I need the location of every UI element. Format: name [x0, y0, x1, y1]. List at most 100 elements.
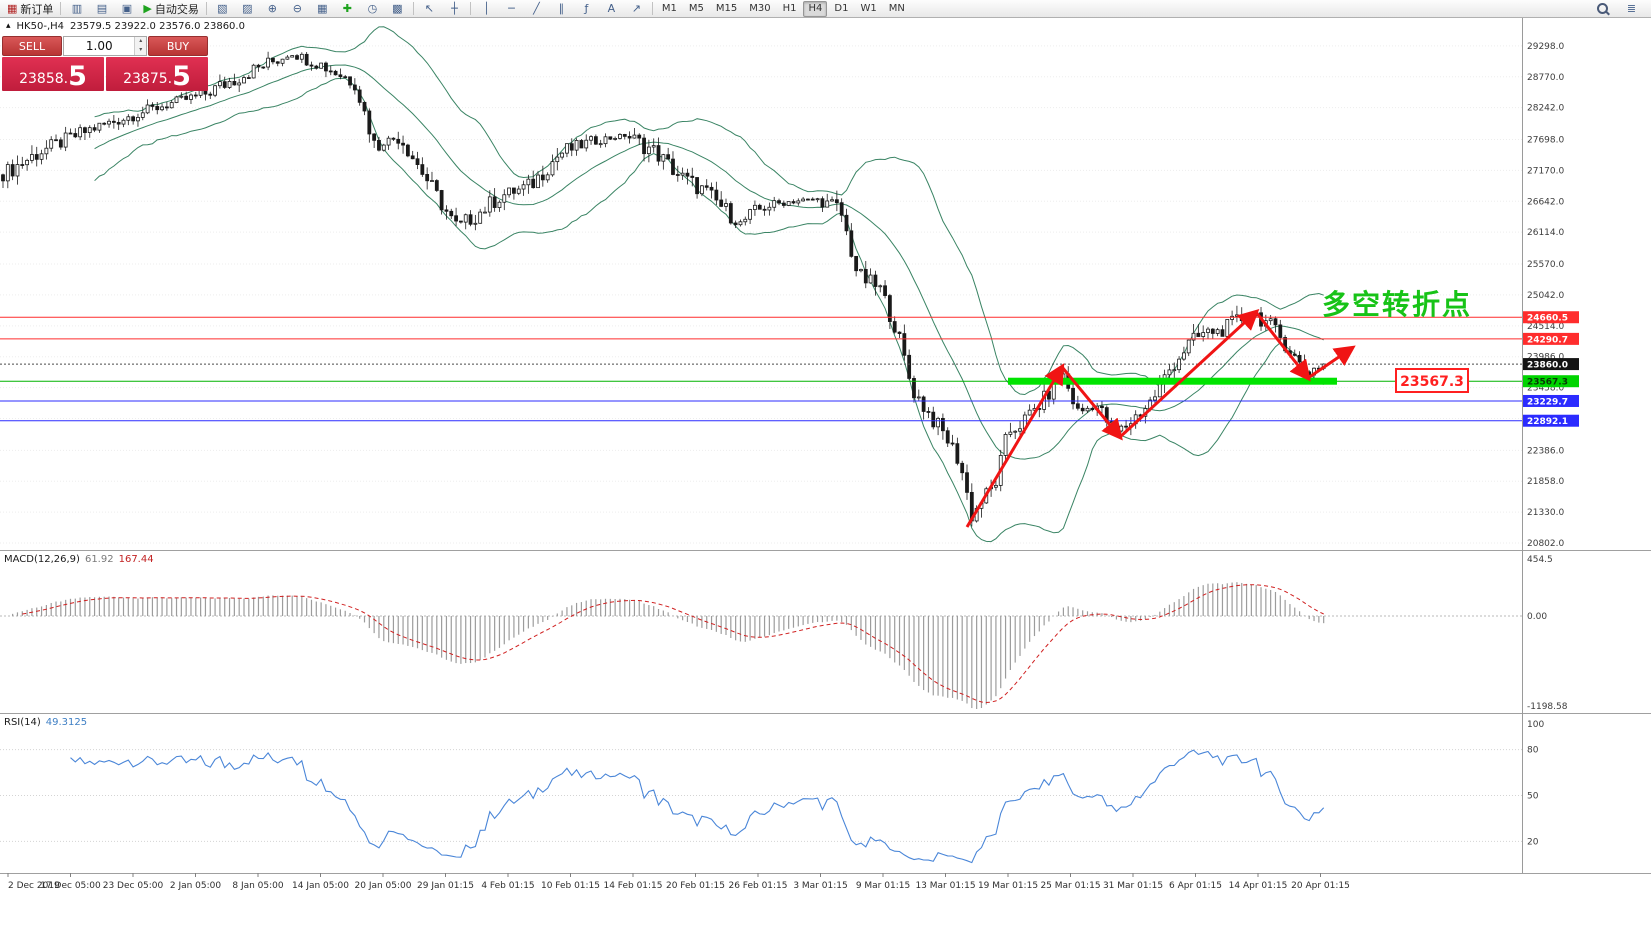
chart-area[interactable]: 多空转折点 23567.3 29298.0 28770.0 28242.0 27698.0… [0, 18, 1651, 941]
macd-signal-value: 167.44 [118, 554, 154, 565]
market-watch-icon: ▣ [121, 2, 133, 15]
text-icon: A [607, 2, 616, 15]
grid-button[interactable]: ▦ [310, 0, 335, 17]
search-button[interactable] [1590, 0, 1615, 17]
zoom-in-button[interactable]: ⊕ [260, 0, 285, 17]
trend-arrow-2[interactable] [1060, 366, 1123, 441]
tile-windows-button[interactable]: ▨ [235, 0, 260, 17]
fibonacci-button[interactable]: ƒ [574, 0, 599, 17]
horizontal-line-button[interactable]: ─ [499, 0, 524, 17]
grid-icon: ▦ [317, 2, 328, 15]
time-label: 9 Mar 01:15 [856, 881, 910, 891]
price-tick-label: 23986.0 [1527, 353, 1564, 363]
volume-box: ▴ ▾ [63, 36, 147, 56]
trend-arrow-4[interactable] [1254, 311, 1311, 382]
time-label: 2 Jan 05:00 [170, 881, 222, 891]
macd-axis-bottom: -1198.58 [1527, 702, 1568, 712]
macd-signal-line [22, 584, 1324, 704]
volume-input[interactable] [64, 37, 135, 55]
turning-point-annotation[interactable]: 多空转折点 [1322, 288, 1472, 321]
svg-text:22892.1: 22892.1 [1527, 417, 1568, 427]
time-label: 4 Feb 01:15 [481, 881, 534, 891]
time-label: 26 Feb 01:15 [728, 881, 787, 891]
time-label: 10 Feb 01:15 [541, 881, 600, 891]
timeframe-m5[interactable]: M5 [688, 3, 704, 14]
charts-icon: ▥ [71, 2, 83, 15]
new-order-icon: ▦ [7, 2, 18, 15]
macd-indicator-label: MACD(12,26,9) 61.92 167.44 [4, 554, 154, 565]
sell-button[interactable]: SELL [2, 36, 62, 56]
bollinger-bands [94, 26, 1324, 543]
price-tick-label: 28770.0 [1527, 73, 1564, 83]
buy-price-tile[interactable]: 23875. 5 [106, 57, 208, 91]
timeframe-m15[interactable]: M15 [715, 3, 738, 14]
tile-windows-icon: ▨ [242, 2, 253, 15]
toolbar: ▦ 新订单 ▥ ▤ ▣ ▶ 自动交易 ▧ ▨ ⊕ ⊖ ▦ ✚ ◷ ▩ ↖ ┼ │ ─ ╱ ∥ ƒ A ↗ M1 M5 M15 M30… [0, 0, 1651, 18]
trendline-button[interactable]: ╱ [524, 0, 549, 17]
sell-price-tile[interactable]: 23858. 5 [2, 57, 104, 91]
buy-button[interactable]: BUY [148, 36, 208, 56]
indicators-button[interactable]: ✚ [335, 0, 360, 17]
cursor-icon: ↖ [424, 2, 434, 15]
templates-button[interactable]: ▩ [385, 0, 410, 17]
timeframe-h4[interactable]: H4 [803, 0, 828, 17]
price-tag-22892.1: 22892.1 [1523, 414, 1579, 427]
cursor-button[interactable]: ↖ [417, 0, 442, 17]
trend-arrow-3[interactable] [1118, 308, 1260, 439]
arrow-object-button[interactable]: ↗ [624, 0, 649, 17]
new-order-button[interactable]: ▦ 新订单 [3, 0, 57, 17]
profiles-button[interactable]: ▤ [89, 0, 114, 17]
svg-text:24660.5: 24660.5 [1527, 314, 1568, 324]
price-tick-label: 27170.0 [1527, 166, 1564, 176]
price-callout[interactable]: 23567.3 [1395, 368, 1469, 393]
sell-price-big-digit: 5 [68, 61, 87, 93]
timeframe-h1[interactable]: H1 [782, 3, 797, 14]
text-button[interactable]: A [599, 0, 624, 17]
toolbar-separator [205, 2, 207, 15]
macd-axis-zero: 0.00 [1527, 612, 1547, 622]
timeframe-d1[interactable]: D1 [834, 3, 849, 14]
toolbar-right: ≣ [1590, 0, 1648, 17]
svg-text:24290.7: 24290.7 [1527, 335, 1568, 345]
autotrade-button[interactable]: ▶ 自动交易 [139, 0, 202, 17]
volume-increase-button[interactable]: ▴ [135, 37, 146, 46]
zoom-out-button[interactable]: ⊖ [285, 0, 310, 17]
time-label: 8 Jan 05:00 [232, 881, 284, 891]
time-label: 23 Dec 05:00 [103, 881, 164, 891]
time-label: 20 Jan 05:00 [355, 881, 412, 891]
trend-arrow-5[interactable] [1307, 345, 1356, 380]
timeframe-w1[interactable]: W1 [860, 3, 877, 14]
charts-button[interactable]: ▥ [64, 0, 89, 17]
rsi-line [70, 749, 1325, 864]
arrow-object-icon: ↗ [631, 2, 641, 15]
toolbar-separator [651, 2, 653, 15]
support-zone-bar[interactable] [1008, 377, 1337, 385]
channel-button[interactable]: ∥ [549, 0, 574, 17]
zoom-in-icon: ⊕ [267, 2, 277, 15]
window-list-button[interactable]: ≣ [1619, 0, 1644, 17]
price-tick-label: 21330.0 [1527, 508, 1564, 518]
timeframe-m1[interactable]: M1 [661, 3, 677, 14]
time-label: 14 Feb 01:15 [603, 881, 662, 891]
timeframe-mn[interactable]: MN [888, 3, 905, 14]
new-chart-button[interactable]: ▧ [210, 0, 235, 17]
time-label: 14 Jan 05:00 [292, 881, 349, 891]
periods-button[interactable]: ◷ [360, 0, 385, 17]
timeframe-m30[interactable]: M30 [749, 3, 771, 14]
market-watch-button[interactable]: ▣ [114, 0, 139, 17]
volume-decrease-button[interactable]: ▾ [135, 46, 146, 55]
toolbar-groups: ▦ 新订单 ▥ ▤ ▣ ▶ 自动交易 ▧ ▨ ⊕ ⊖ ▦ ✚ ◷ ▩ ↖ ┼ │ ─ ╱ ∥ ƒ A ↗ [3, 0, 649, 17]
price-tick-label: 20802.0 [1527, 539, 1564, 549]
vertical-line-button[interactable]: │ [474, 0, 499, 17]
chart-canvas[interactable]: 多空转折点 23567.3 29298.0 28770.0 28242.0 27698.0… [0, 18, 1651, 941]
macd-main-value: 61.92 [84, 554, 114, 565]
toolbar-separator [469, 2, 471, 15]
price-tick-label: 23458.0 [1527, 384, 1564, 394]
price-axis[interactable]: 29298.0 28770.0 28242.0 27698.0 27170.0 26642… [1523, 18, 1651, 873]
crosshair-button[interactable]: ┼ [442, 0, 467, 17]
price-tick-label: 29298.0 [1527, 42, 1564, 52]
time-label: 2 Dec 2019 [8, 881, 60, 891]
macd-name: MACD(12,26,9) [4, 554, 80, 565]
trend-arrow-1[interactable] [965, 363, 1065, 528]
